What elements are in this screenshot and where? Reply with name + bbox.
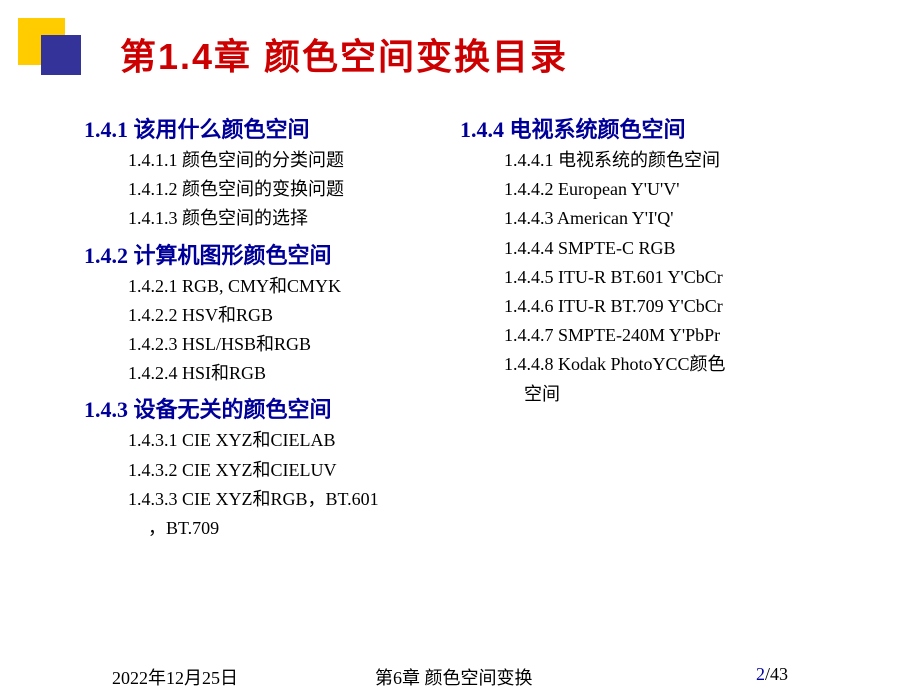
- section-1-4-2-title: 1.4.2 计算机图形颜色空间: [84, 238, 450, 270]
- item-1-4-1-3: 1.4.1.3 颜色空间的选择: [128, 206, 450, 231]
- footer-date: 2022年12月25日: [112, 664, 238, 690]
- page-total: /43: [765, 664, 788, 684]
- item-1-4-2-1: 1.4.2.1 RGB, CMY和CMYK: [128, 274, 450, 299]
- item-1-4-2-3: 1.4.2.3 HSL/HSB和RGB: [128, 332, 450, 357]
- item-1-4-4-1: 1.4.4.1 电视系统的颜色空间: [504, 148, 900, 173]
- page-title: 第1.4章 颜色空间变换目录: [120, 28, 568, 80]
- section-1-4-4-title: 1.4.4 电视系统颜色空间: [460, 112, 900, 144]
- section-1-4-1-title: 1.4.1 该用什么颜色空间: [84, 112, 450, 144]
- footer-page: 2/43: [756, 664, 788, 685]
- item-1-4-4-8-cont: 空间: [524, 382, 900, 407]
- title-decoration: [18, 18, 78, 83]
- item-1-4-3-1: 1.4.3.1 CIE XYZ和CIELAB: [128, 428, 450, 453]
- section-1-4-3-title: 1.4.3 设备无关的颜色空间: [84, 392, 450, 424]
- item-1-4-4-5: 1.4.4.5 ITU-R BT.601 Y'CbCr: [504, 265, 900, 290]
- blue-block: [41, 35, 81, 75]
- footer-chapter: 第6章 颜色空间变换: [375, 664, 533, 690]
- item-1-4-4-7: 1.4.4.7 SMPTE-240M Y'PbPr: [504, 323, 900, 348]
- item-1-4-4-4: 1.4.4.4 SMPTE-C RGB: [504, 236, 900, 261]
- item-1-4-3-3: 1.4.3.3 CIE XYZ和RGB，BT.601: [128, 487, 450, 512]
- item-1-4-2-4: 1.4.2.4 HSI和RGB: [128, 361, 450, 386]
- item-1-4-4-2: 1.4.4.2 European Y'U'V': [504, 177, 900, 202]
- page-current: 2: [756, 664, 765, 684]
- item-1-4-4-3: 1.4.4.3 American Y'I'Q': [504, 206, 900, 231]
- item-1-4-1-2: 1.4.1.2 颜色空间的变换问题: [128, 177, 450, 202]
- item-1-4-1-1: 1.4.1.1 颜色空间的分类问题: [128, 148, 450, 173]
- left-column: 1.4.1 该用什么颜色空间 1.4.1.1 颜色空间的分类问题 1.4.1.2…: [0, 112, 450, 545]
- item-1-4-3-3-cont: ，BT.709: [148, 516, 450, 541]
- item-1-4-4-6: 1.4.4.6 ITU-R BT.709 Y'CbCr: [504, 294, 900, 319]
- right-column: 1.4.4 电视系统颜色空间 1.4.4.1 电视系统的颜色空间 1.4.4.2…: [450, 112, 900, 545]
- item-1-4-3-2: 1.4.3.2 CIE XYZ和CIELUV: [128, 458, 450, 483]
- item-1-4-2-2: 1.4.2.2 HSV和RGB: [128, 303, 450, 328]
- item-1-4-4-8: 1.4.4.8 Kodak PhotoYCC颜色: [504, 352, 900, 377]
- content-area: 1.4.1 该用什么颜色空间 1.4.1.1 颜色空间的分类问题 1.4.1.2…: [0, 112, 920, 545]
